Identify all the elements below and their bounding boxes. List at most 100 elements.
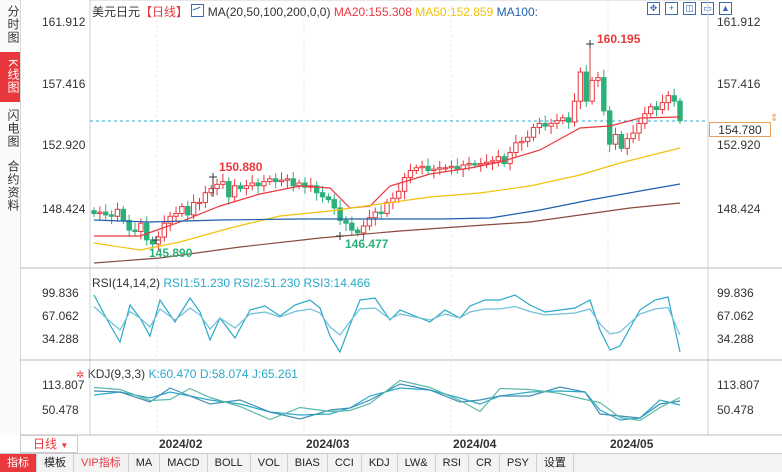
candle-body xyxy=(249,182,255,187)
candle-body xyxy=(97,211,103,214)
plot-frame xyxy=(89,0,709,436)
kdj-header: ✲ KDJ(9,3,3) K:60.470 D:58.074 J:65.261 xyxy=(76,367,298,381)
tab-cr[interactable]: CR xyxy=(469,454,500,472)
candle-body xyxy=(179,206,185,214)
chevron-down-icon: ▼ xyxy=(60,441,69,450)
kdj-j-line xyxy=(93,379,681,422)
candle-body xyxy=(437,167,443,170)
kdj-d-line xyxy=(93,383,681,420)
tab-timeshare[interactable]: 分时图 xyxy=(6,4,20,44)
candle-body xyxy=(483,161,490,165)
date-label-may: 2024/05 xyxy=(610,437,654,451)
tab-macd[interactable]: MACD xyxy=(160,454,208,472)
period-selector-label: 日线 xyxy=(33,437,58,451)
candle-body xyxy=(495,156,502,162)
tab-ma[interactable]: MA xyxy=(129,454,161,472)
candle-body xyxy=(636,122,642,134)
rsi-axis-left-1: 99.836 xyxy=(42,286,79,300)
candle-body xyxy=(103,211,109,216)
candle-body xyxy=(577,71,584,102)
candle-body xyxy=(536,122,543,129)
candle-body xyxy=(372,211,378,219)
tab-kline[interactable]: K线图 xyxy=(0,52,20,102)
price-axis-right-3: 152.920 xyxy=(717,138,761,152)
rsi2-line xyxy=(93,305,681,336)
candle-body xyxy=(624,138,630,149)
candle-body xyxy=(132,229,138,233)
tab-kdj[interactable]: KDJ xyxy=(362,454,398,472)
tab-boll[interactable]: BOLL xyxy=(208,454,251,472)
crosshair-icon[interactable]: + xyxy=(665,2,678,15)
annotation-low-145890: 145.890 xyxy=(149,246,193,260)
candle-body xyxy=(319,192,326,198)
candle-body xyxy=(120,208,126,221)
j-value: J:65.261 xyxy=(251,367,298,381)
kdj-label: KDJ(9,3,3) xyxy=(87,367,146,381)
candle-body xyxy=(419,165,425,169)
tab-lw[interactable]: LW& xyxy=(398,454,436,472)
candle-body xyxy=(565,117,572,123)
tab-rsi[interactable]: RSI xyxy=(436,454,469,472)
candle-body xyxy=(226,181,232,198)
main-header: 美元日元【日线】 MA(20,50,100,200,0,0) MA20:155.… xyxy=(92,3,538,20)
price-axis-left-2: 157.416 xyxy=(42,77,86,91)
candle-body xyxy=(612,133,619,145)
ma-label: MA(20,50,100,200,0,0) xyxy=(207,5,331,19)
rsi3-value: RSI3:14.466 xyxy=(303,276,371,290)
candle-body xyxy=(677,100,683,122)
scroll-up-icon[interactable]: ▲ xyxy=(719,2,732,15)
period-selector[interactable]: 日线 ▼ xyxy=(20,435,78,453)
candle-body xyxy=(648,106,654,115)
split-view-icon[interactable]: ◫ xyxy=(683,2,696,15)
price-axis-right-1: 161.912 xyxy=(717,15,761,29)
candle-body xyxy=(513,142,519,153)
candle-body xyxy=(653,106,660,111)
candle-body xyxy=(114,208,121,217)
price-axis-left-4: 148.424 xyxy=(42,202,86,216)
rsi1-line xyxy=(93,294,681,354)
candle-body xyxy=(296,182,302,187)
tab-contract-info[interactable]: 合约资料 xyxy=(6,160,20,212)
moving-average-lines xyxy=(93,116,681,264)
candle-body xyxy=(642,113,648,124)
candle-body xyxy=(161,222,168,238)
tab-settings[interactable]: 设置 xyxy=(537,454,574,472)
kdj-settings-icon[interactable]: ✲ xyxy=(76,370,85,381)
price-axis-left-1: 161.912 xyxy=(42,15,86,29)
tab-cci[interactable]: CCI xyxy=(328,454,362,472)
chart-toolbar: ✥ + ◫ ▭ ▲ xyxy=(647,2,732,15)
tab-bias[interactable]: BIAS xyxy=(288,454,328,472)
tab-psy[interactable]: PSY xyxy=(500,454,537,472)
fullscreen-icon[interactable]: ✥ xyxy=(647,2,660,15)
candle-body xyxy=(630,132,636,140)
candle-body xyxy=(267,178,273,183)
candle-body xyxy=(454,165,461,170)
date-label-mar: 2024/03 xyxy=(306,437,350,451)
date-label-apr: 2024/04 xyxy=(453,437,497,451)
candle-body xyxy=(384,201,390,214)
candle-body xyxy=(313,185,320,194)
tab-vip-indicators[interactable]: VIP指标 xyxy=(74,454,129,472)
tab-flash[interactable]: 闪电图 xyxy=(6,108,20,148)
kdj-axis-right-2: 50.478 xyxy=(717,403,754,417)
candle-body xyxy=(442,167,449,170)
price-axis-right-2: 157.416 xyxy=(717,77,761,91)
ma50-value: MA50:152.859 xyxy=(415,5,494,19)
symbol-name: 美元日元 xyxy=(92,5,141,19)
tab-indicators[interactable]: 指标 xyxy=(0,454,37,472)
candle-body xyxy=(595,77,601,81)
rsi-header: RSI(14,14,2) RSI1:51.230 RSI2:51.230 RSI… xyxy=(92,276,370,290)
candle-body xyxy=(185,206,191,216)
candle-body xyxy=(126,219,132,231)
date-label-feb: 2024/02 xyxy=(159,437,203,451)
indicator-tabbar: 指标 模板 VIP指标 MA MACD BOLL VOL BIAS CCI KD… xyxy=(0,453,782,472)
candle-body xyxy=(548,122,554,127)
kdj-lines xyxy=(93,379,681,422)
candle-body xyxy=(144,222,150,241)
tab-template[interactable]: 模板 xyxy=(37,454,74,472)
candle-body xyxy=(401,176,408,192)
candle-body xyxy=(530,127,537,138)
ma-settings-icon[interactable] xyxy=(191,4,205,17)
tab-vol[interactable]: VOL xyxy=(251,454,288,472)
